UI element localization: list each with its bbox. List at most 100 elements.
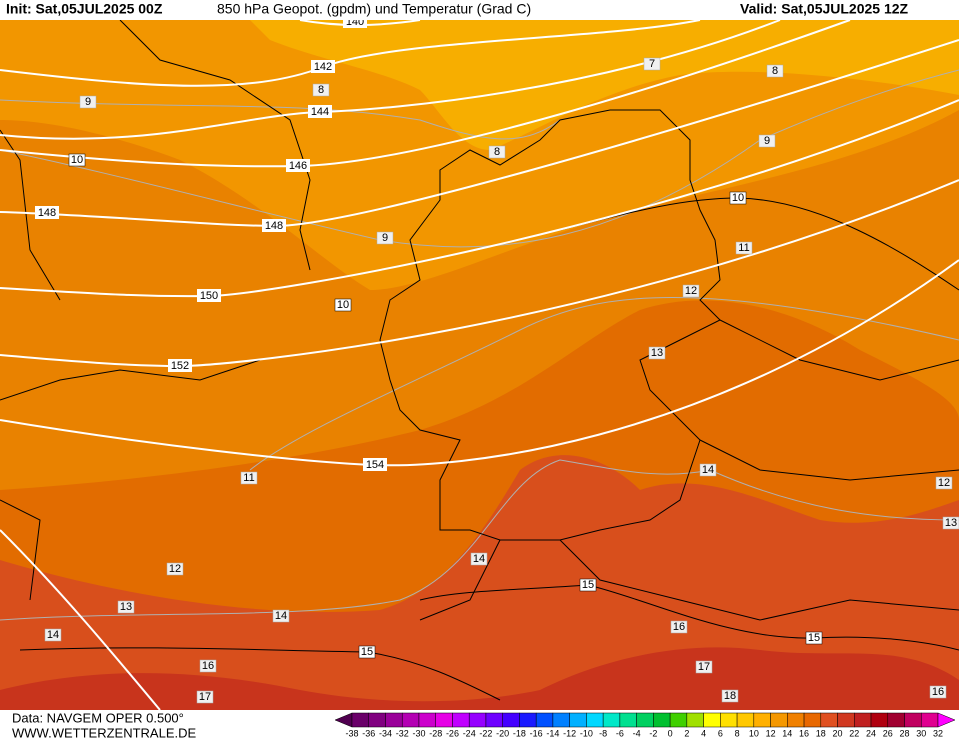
temperature-label-box bbox=[729, 191, 747, 205]
temperature-label-box bbox=[488, 145, 506, 159]
scale-box bbox=[837, 712, 855, 728]
temperature-label: 9 bbox=[382, 232, 388, 244]
temperature-label-box bbox=[721, 689, 739, 703]
scale-label: -36 bbox=[362, 728, 375, 738]
temperature-label: 14 bbox=[473, 553, 485, 565]
scale-box bbox=[485, 712, 503, 728]
scale-box bbox=[401, 712, 420, 728]
scale-box bbox=[636, 712, 654, 728]
scale-label: 28 bbox=[900, 728, 910, 738]
temperature-label-box bbox=[942, 516, 959, 530]
temperature-label-box bbox=[670, 620, 688, 634]
temperature-label-box bbox=[68, 153, 86, 167]
scale-label: 26 bbox=[883, 728, 893, 738]
scale-label: 12 bbox=[766, 728, 776, 738]
temperature-label: 17 bbox=[698, 661, 710, 673]
scale-label: -30 bbox=[412, 728, 425, 738]
geopotential-label-box bbox=[363, 458, 387, 471]
geopotential-label: 146 bbox=[289, 160, 307, 172]
scale-box bbox=[904, 712, 922, 728]
temperature-label-box bbox=[334, 298, 352, 312]
temperature-label-box bbox=[935, 476, 953, 490]
temperature-fields bbox=[0, 20, 959, 710]
isotherm bbox=[0, 459, 959, 621]
scale-box bbox=[653, 712, 671, 728]
scale-box bbox=[418, 712, 436, 728]
scale-label: -10 bbox=[580, 728, 593, 738]
scale-box bbox=[535, 712, 554, 728]
scale-label: 18 bbox=[816, 728, 826, 738]
scale-label: 22 bbox=[849, 728, 859, 738]
temperature-label-box bbox=[358, 645, 376, 659]
temperature-label: 15 bbox=[361, 646, 373, 658]
temperature-label: 16 bbox=[932, 686, 944, 698]
scale-box bbox=[686, 712, 704, 728]
scale-box bbox=[468, 712, 487, 728]
geopotential-label-box bbox=[286, 159, 310, 172]
scale-box bbox=[619, 712, 637, 728]
map-title: 850 hPa Geopot. (gpdm) und Temperatur (G… bbox=[217, 1, 531, 17]
scale-label: -16 bbox=[530, 728, 543, 738]
scale-label: -2 bbox=[649, 728, 657, 738]
scale-box bbox=[502, 712, 520, 728]
scale-box bbox=[368, 712, 386, 728]
temperature-label: 16 bbox=[202, 660, 214, 672]
scale-box bbox=[736, 712, 755, 728]
scale-box bbox=[720, 712, 738, 728]
isohypse bbox=[0, 19, 851, 168]
scale-box bbox=[870, 712, 889, 728]
scale-label: 2 bbox=[684, 728, 689, 738]
scale-box bbox=[803, 712, 822, 728]
temperature-label-box bbox=[470, 552, 488, 566]
valid-time: Valid: Sat,05JUL2025 12Z bbox=[740, 1, 909, 17]
temperature-label-box bbox=[695, 660, 713, 674]
geopotential-label: 142 bbox=[314, 61, 332, 73]
temperature-label: 10 bbox=[337, 299, 349, 311]
scale-box bbox=[351, 712, 369, 728]
isotherms bbox=[0, 69, 959, 621]
temperature-label: 9 bbox=[85, 96, 91, 108]
scale-label: -6 bbox=[616, 728, 624, 738]
scale-label: 14 bbox=[782, 728, 792, 738]
temperature-label: 18 bbox=[724, 690, 736, 702]
temperature-label: 11 bbox=[738, 242, 749, 254]
geopotential-label: 144 bbox=[311, 106, 329, 118]
country-border bbox=[379, 109, 721, 541]
scale-label: -8 bbox=[599, 728, 607, 738]
scale-label: 16 bbox=[799, 728, 809, 738]
coastline bbox=[0, 19, 959, 621]
scale-box bbox=[854, 712, 872, 728]
temperature-label: 14 bbox=[47, 629, 59, 641]
scale-box bbox=[921, 712, 939, 728]
scale-box bbox=[385, 712, 403, 728]
geopotential-label: 152 bbox=[171, 360, 189, 372]
scale-label: -12 bbox=[563, 728, 576, 738]
isotherm bbox=[249, 297, 959, 471]
scale-label: 30 bbox=[916, 728, 926, 738]
scale-box bbox=[820, 712, 838, 728]
scale-box bbox=[435, 712, 453, 728]
temperature-label: 15 bbox=[808, 632, 820, 644]
scale-label: -32 bbox=[396, 728, 409, 738]
temperature-label: 8 bbox=[494, 146, 500, 158]
temperature-label: 13 bbox=[651, 347, 663, 359]
scale-box bbox=[787, 712, 805, 728]
scale-box bbox=[887, 712, 905, 728]
geopotential-label: 150 bbox=[200, 290, 218, 302]
scale-label: -24 bbox=[463, 728, 476, 738]
temperature-label: 12 bbox=[685, 285, 697, 297]
temperature-label: 9 bbox=[764, 135, 770, 147]
scale-label: -4 bbox=[633, 728, 641, 738]
temperature-label: 13 bbox=[945, 517, 957, 529]
temperature-label: 10 bbox=[732, 192, 744, 204]
temperature-label-box bbox=[166, 562, 184, 576]
temperature-label: 8 bbox=[318, 84, 324, 96]
isohypse bbox=[0, 99, 959, 298]
temperature-label: 13 bbox=[120, 601, 132, 613]
scale-label: 24 bbox=[866, 728, 876, 738]
isohypse bbox=[0, 529, 161, 711]
temperature-label-box bbox=[376, 231, 394, 245]
scale-box bbox=[753, 712, 771, 728]
